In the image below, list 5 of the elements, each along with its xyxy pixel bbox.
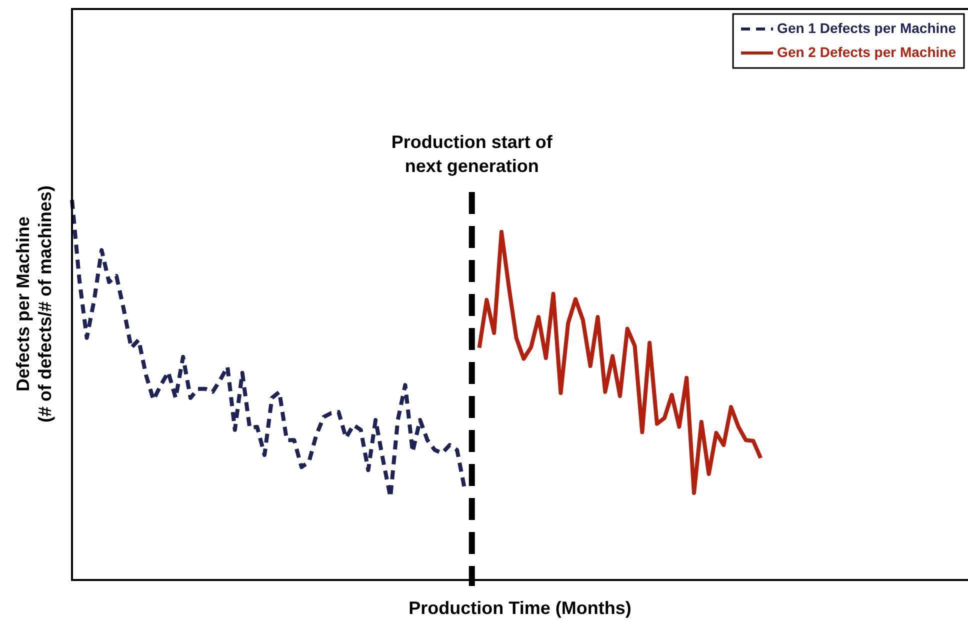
text: Production start of next generation (391, 132, 554, 176)
x-axis-title: Production Time (Months) (408, 598, 632, 618)
legend-label: Gen 1 Defects per Machine (777, 20, 956, 36)
legend-label: Gen 2 Defects per Machine (777, 44, 956, 60)
y-axis-title: Defects per Machine (# of defects/# of machines) (13, 185, 55, 423)
